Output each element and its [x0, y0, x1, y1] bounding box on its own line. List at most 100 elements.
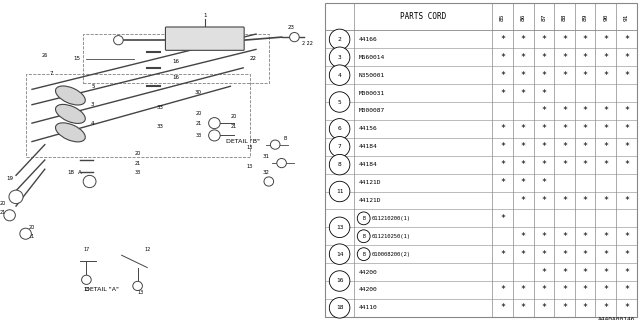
Text: *: * — [541, 178, 547, 187]
Circle shape — [330, 298, 350, 318]
Text: 91: 91 — [624, 13, 629, 20]
Text: *: * — [604, 196, 608, 205]
Text: B: B — [362, 216, 365, 221]
Text: *: * — [562, 196, 567, 205]
Text: DETAIL "B": DETAIL "B" — [226, 139, 260, 144]
Text: *: * — [500, 71, 505, 80]
Text: *: * — [582, 232, 588, 241]
Circle shape — [209, 118, 220, 129]
Text: 20: 20 — [134, 151, 141, 156]
Circle shape — [209, 130, 220, 141]
Text: *: * — [582, 107, 588, 116]
Text: *: * — [500, 89, 505, 98]
Circle shape — [330, 155, 350, 175]
Text: *: * — [521, 35, 525, 44]
Text: *: * — [521, 53, 525, 62]
Text: 011210250(1): 011210250(1) — [372, 234, 411, 239]
Circle shape — [290, 33, 300, 42]
Circle shape — [9, 190, 23, 204]
Text: 88: 88 — [562, 13, 567, 20]
Text: 30: 30 — [195, 90, 202, 95]
Text: 18: 18 — [67, 170, 74, 175]
Text: 5: 5 — [338, 100, 342, 105]
Text: *: * — [521, 196, 525, 205]
Text: 13: 13 — [246, 145, 253, 150]
Text: *: * — [500, 53, 505, 62]
Text: 20: 20 — [29, 225, 35, 230]
Text: 5: 5 — [91, 84, 95, 89]
Text: *: * — [521, 285, 525, 294]
Text: *: * — [521, 89, 525, 98]
Bar — [26, 74, 250, 157]
Circle shape — [264, 177, 274, 186]
Text: 44200: 44200 — [359, 269, 378, 275]
Text: 32: 32 — [262, 170, 269, 175]
Text: 44184: 44184 — [359, 162, 378, 167]
Text: *: * — [500, 178, 505, 187]
Text: *: * — [500, 250, 505, 259]
Text: 7: 7 — [49, 71, 53, 76]
Text: B: B — [362, 252, 365, 257]
Text: 21: 21 — [29, 234, 35, 239]
Text: A440A00146: A440A00146 — [598, 317, 635, 320]
Text: *: * — [562, 124, 567, 133]
Text: *: * — [521, 142, 525, 151]
Circle shape — [270, 140, 280, 149]
Text: *: * — [541, 250, 547, 259]
Text: *: * — [562, 142, 567, 151]
Text: *: * — [582, 160, 588, 169]
Circle shape — [330, 119, 350, 139]
Text: 3: 3 — [91, 102, 95, 107]
Text: *: * — [604, 107, 608, 116]
Circle shape — [330, 244, 350, 264]
Text: *: * — [541, 268, 547, 276]
Text: M000031: M000031 — [359, 91, 385, 96]
Text: *: * — [624, 232, 629, 241]
Text: 33: 33 — [195, 133, 202, 138]
Circle shape — [133, 281, 143, 291]
Text: A: A — [78, 170, 82, 175]
Text: M660014: M660014 — [359, 55, 385, 60]
Text: *: * — [541, 142, 547, 151]
Circle shape — [357, 230, 370, 243]
Ellipse shape — [56, 86, 85, 105]
Text: M000087: M000087 — [359, 108, 385, 114]
Text: *: * — [604, 124, 608, 133]
Circle shape — [330, 217, 350, 237]
Text: 12: 12 — [144, 247, 150, 252]
Text: *: * — [541, 285, 547, 294]
Circle shape — [330, 47, 350, 68]
Text: *: * — [582, 196, 588, 205]
Text: DETAIL "A": DETAIL "A" — [85, 286, 120, 292]
Text: 44166: 44166 — [359, 37, 378, 42]
Text: *: * — [541, 160, 547, 169]
Text: 44110: 44110 — [359, 305, 378, 310]
Text: *: * — [582, 124, 588, 133]
Text: *: * — [604, 142, 608, 151]
Text: 16: 16 — [336, 278, 343, 284]
Text: 18: 18 — [336, 305, 343, 310]
Text: 90: 90 — [604, 13, 608, 20]
Text: *: * — [541, 196, 547, 205]
Text: PARTS CORD: PARTS CORD — [400, 12, 446, 21]
Text: *: * — [624, 268, 629, 276]
Text: 17: 17 — [83, 247, 90, 252]
Text: 1: 1 — [203, 13, 207, 18]
Text: *: * — [604, 285, 608, 294]
Text: 13: 13 — [246, 164, 253, 169]
Text: *: * — [624, 71, 629, 80]
Text: *: * — [541, 35, 547, 44]
Text: *: * — [582, 53, 588, 62]
Text: *: * — [624, 250, 629, 259]
Text: *: * — [604, 71, 608, 80]
Text: 44156: 44156 — [359, 126, 378, 131]
Text: N350001: N350001 — [359, 73, 385, 78]
Text: 44200: 44200 — [359, 287, 378, 292]
Text: 22: 22 — [250, 56, 256, 61]
Text: *: * — [582, 250, 588, 259]
Text: *: * — [582, 285, 588, 294]
Text: *: * — [582, 142, 588, 151]
Text: *: * — [541, 53, 547, 62]
Text: 011210200(1): 011210200(1) — [372, 216, 411, 221]
Circle shape — [83, 175, 96, 188]
